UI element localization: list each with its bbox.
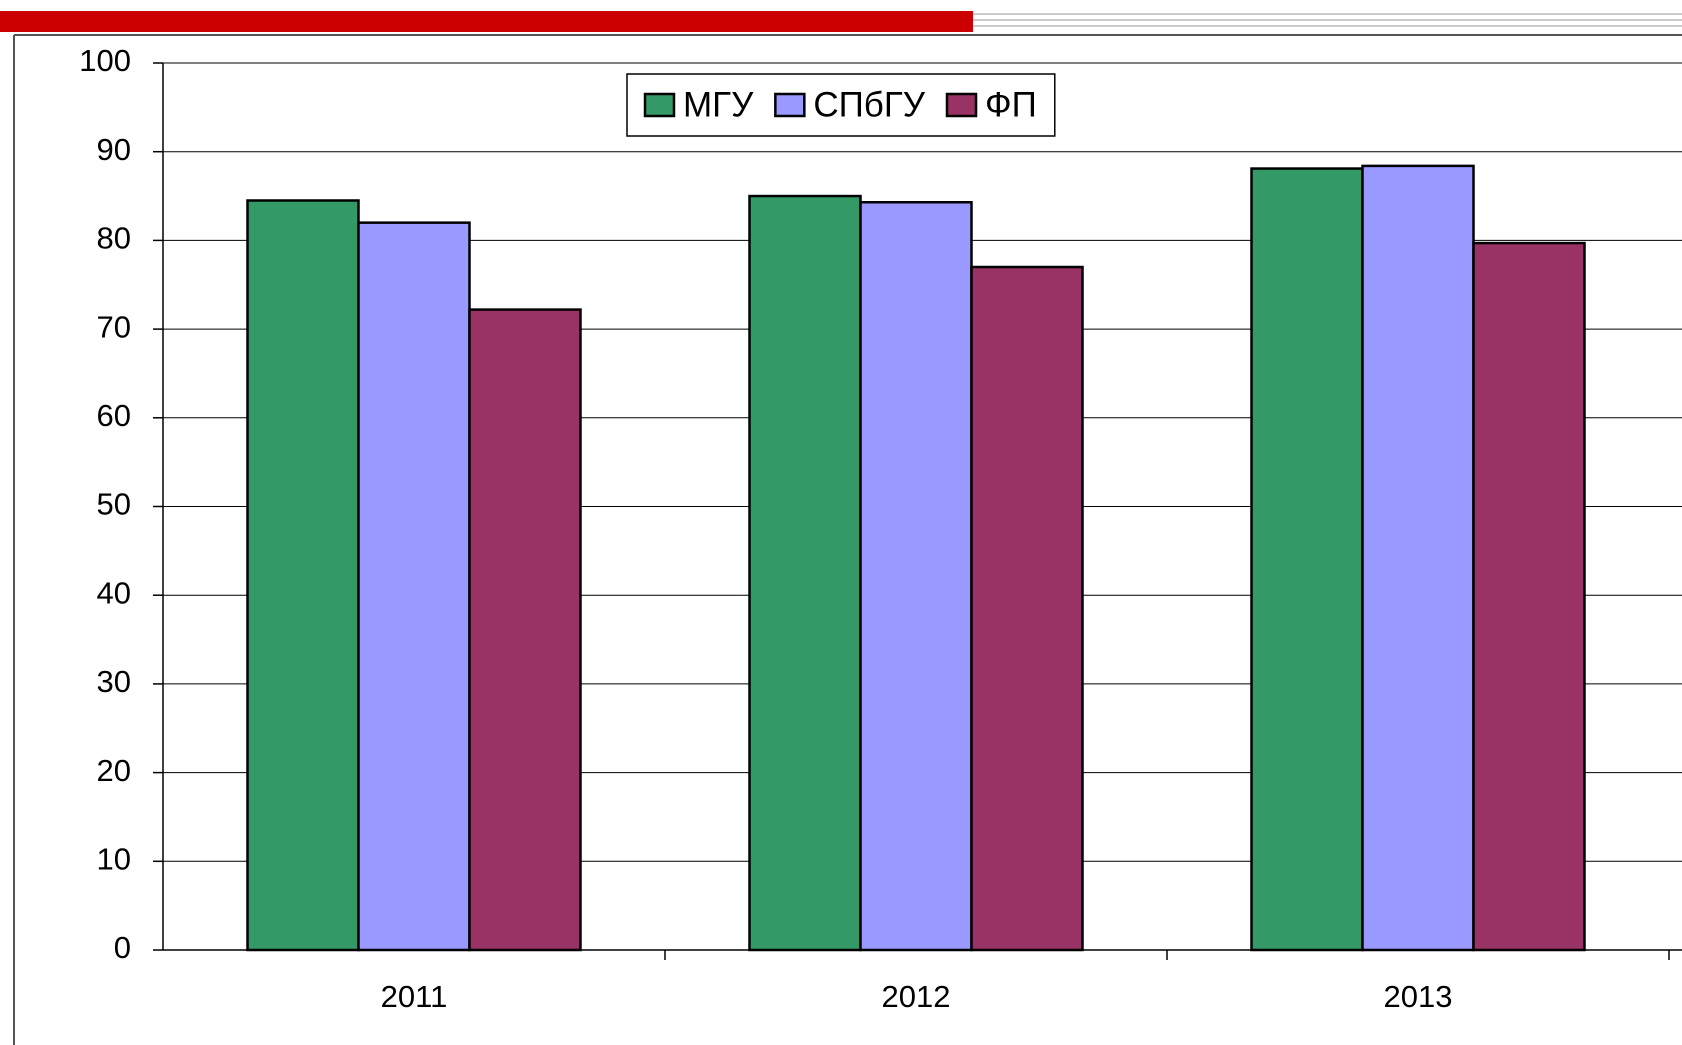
bar bbox=[748, 194, 862, 952]
legend-label: ФП bbox=[985, 85, 1037, 124]
bar bbox=[468, 308, 582, 952]
bar bbox=[246, 199, 360, 952]
y-tick-label: 10 bbox=[97, 841, 131, 876]
bar bbox=[357, 221, 471, 952]
y-tick-label: 30 bbox=[97, 664, 131, 699]
x-tick-label: 2011 bbox=[381, 979, 448, 1014]
header-bar bbox=[0, 11, 973, 32]
legend-swatch bbox=[945, 92, 978, 118]
y-tick-label: 50 bbox=[97, 487, 131, 522]
y-tick-label: 40 bbox=[97, 575, 131, 610]
legend-label: МГУ bbox=[683, 85, 754, 124]
bar bbox=[970, 265, 1084, 952]
y-tick-label: 70 bbox=[97, 309, 131, 344]
bar bbox=[1250, 167, 1364, 952]
legend-label: СПбГУ bbox=[813, 85, 925, 124]
y-tick-label: 60 bbox=[97, 398, 131, 433]
y-tick-label: 100 bbox=[79, 43, 131, 78]
legend-swatch bbox=[643, 92, 676, 118]
y-tick-label: 80 bbox=[97, 221, 131, 256]
y-tick-label: 0 bbox=[114, 930, 131, 965]
x-tick-label: 2012 bbox=[882, 979, 951, 1014]
y-tick-label: 90 bbox=[97, 132, 131, 167]
bar bbox=[1361, 164, 1475, 952]
x-tick-label: 2013 bbox=[1384, 979, 1453, 1014]
legend bbox=[626, 73, 1056, 137]
bar bbox=[859, 201, 973, 952]
bar bbox=[1472, 241, 1586, 952]
legend-swatch bbox=[774, 92, 806, 118]
y-tick-label: 20 bbox=[97, 753, 131, 788]
